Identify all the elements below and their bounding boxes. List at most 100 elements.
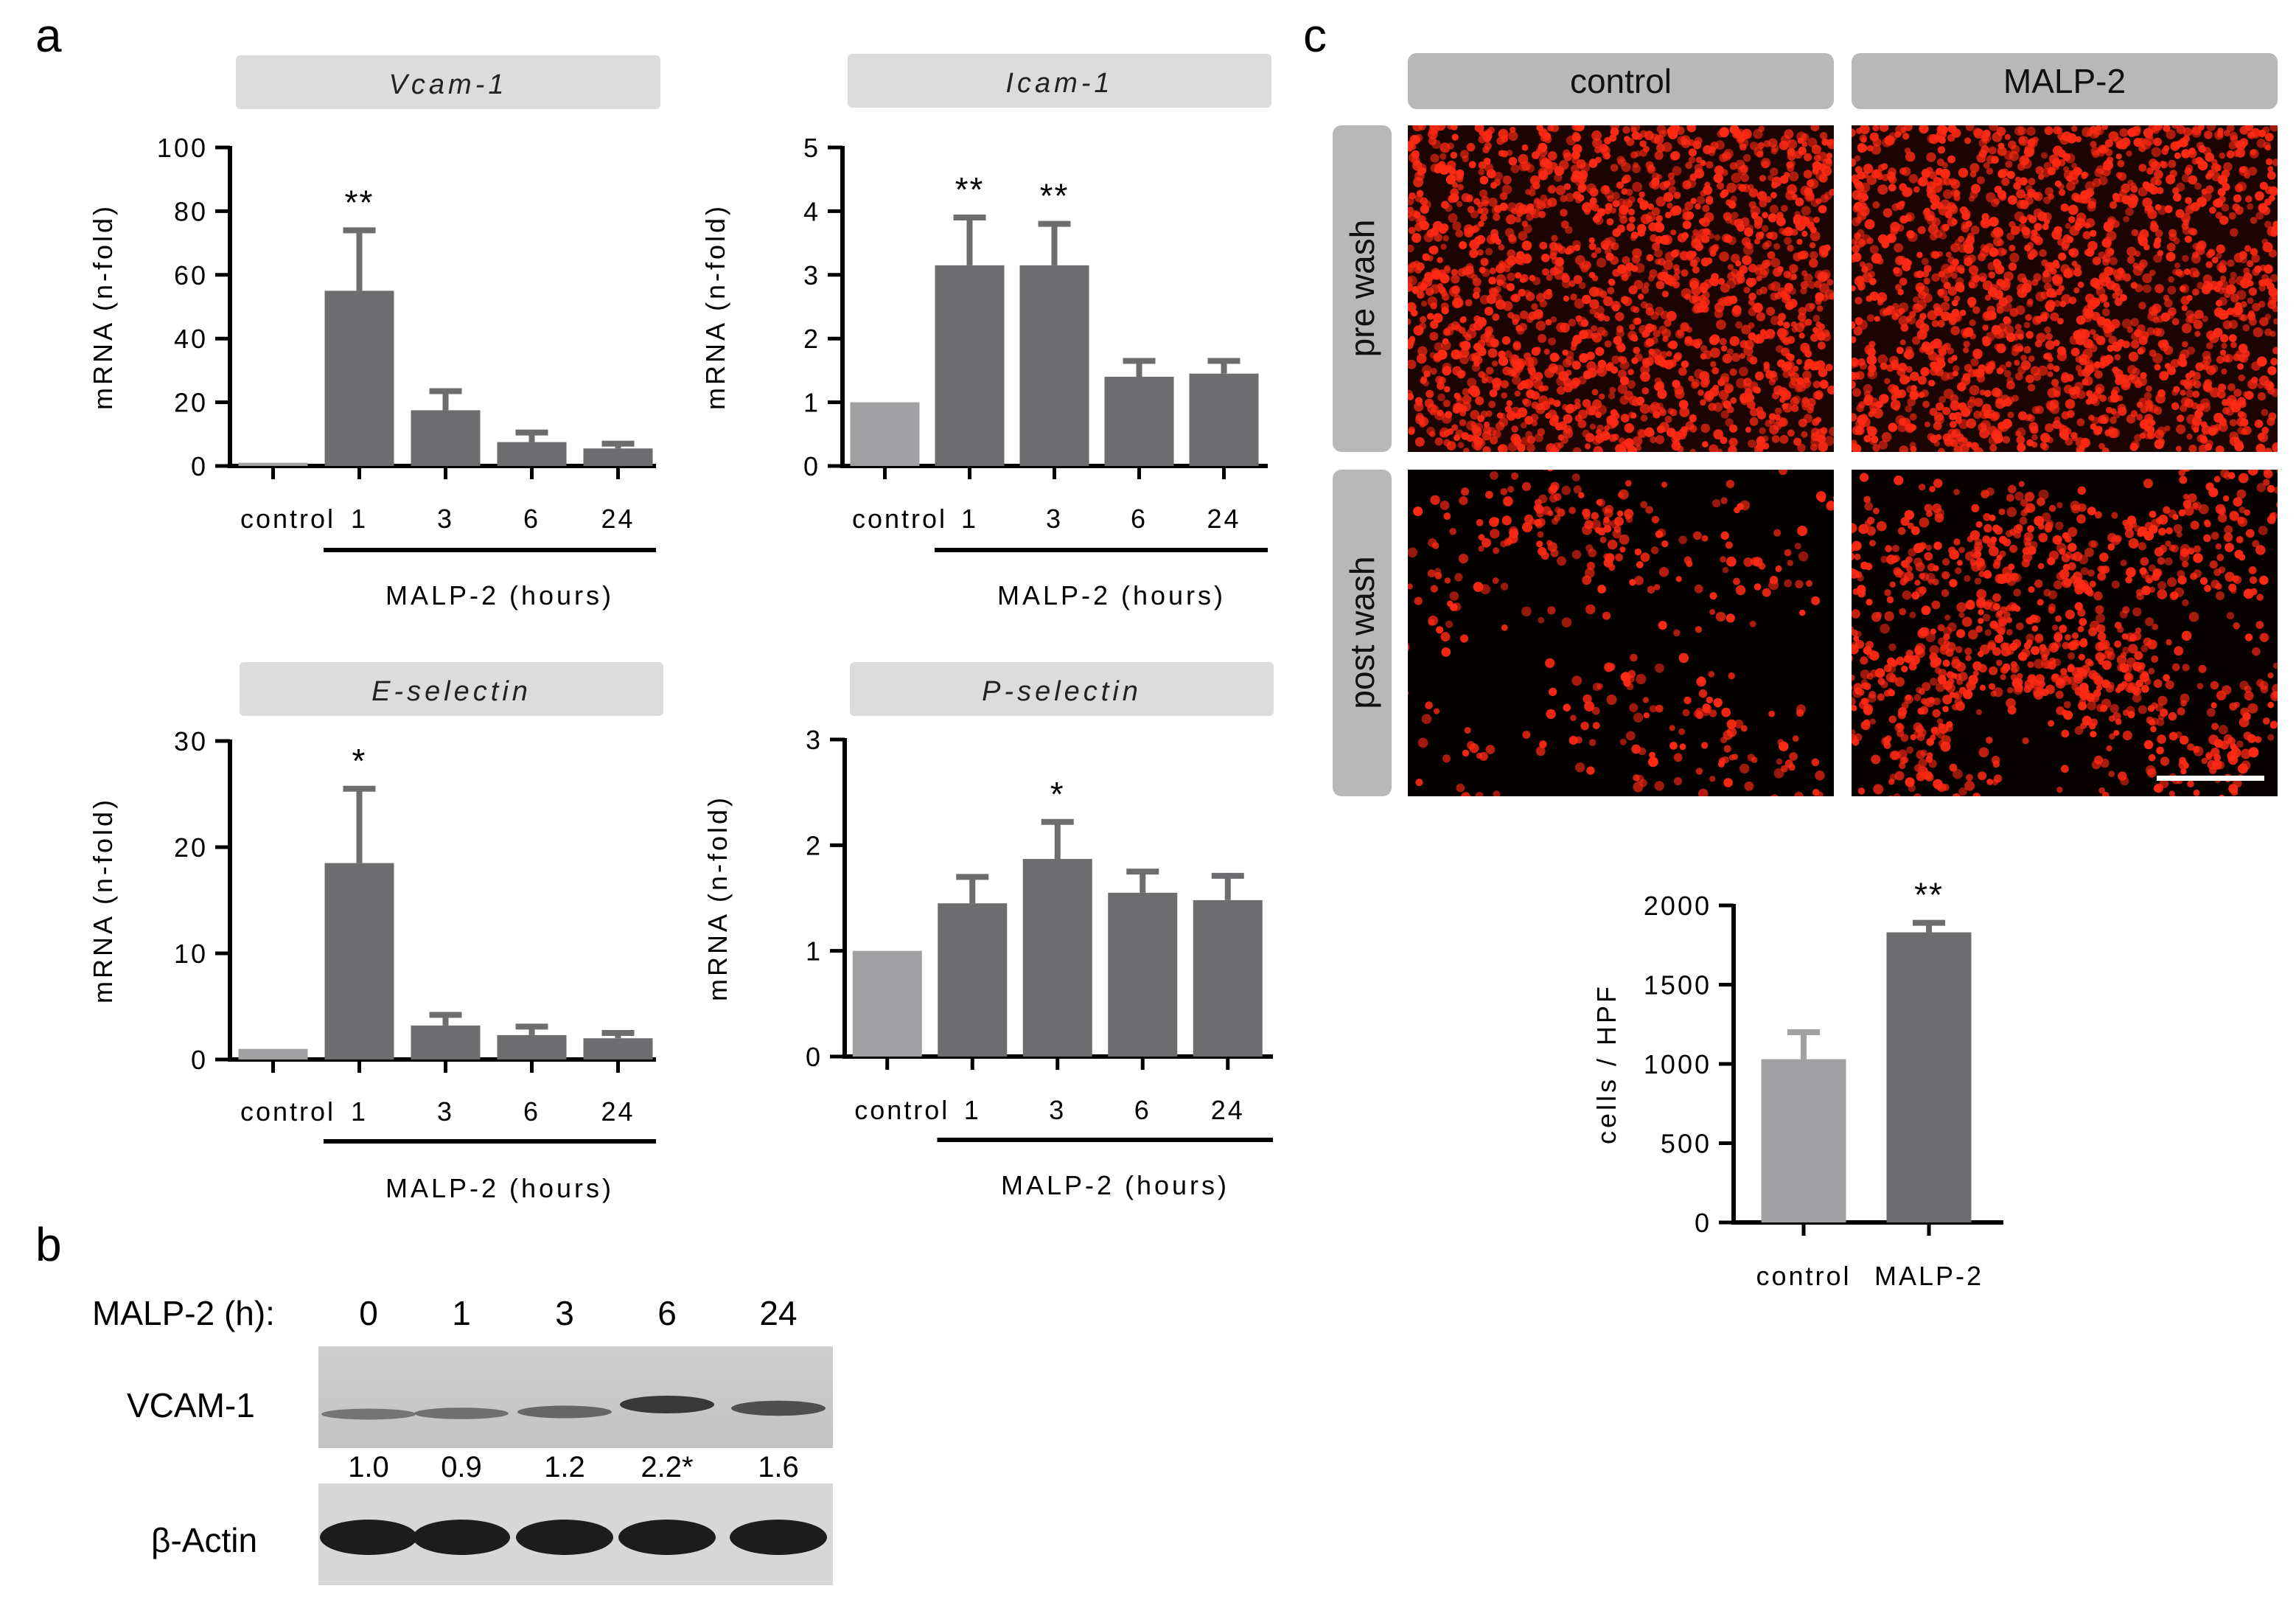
cell (2247, 379, 2258, 389)
cell (2049, 154, 2059, 164)
cell (1452, 221, 1461, 230)
cell (2187, 780, 2194, 787)
cell (1544, 349, 1550, 355)
cell (1932, 320, 1939, 327)
cell (2098, 443, 2105, 450)
cell (1670, 229, 1676, 235)
cell (2179, 760, 2188, 770)
cell (1990, 537, 1997, 543)
cell (2204, 520, 2210, 526)
cell (1654, 135, 1664, 145)
cell (1873, 408, 1883, 419)
cell (2252, 254, 2261, 263)
cell (1793, 217, 1802, 226)
cell (1893, 385, 1899, 392)
cell (1416, 262, 1424, 271)
cell (1700, 353, 1707, 360)
cell (1699, 218, 1706, 225)
cell (1470, 386, 1479, 394)
cell (1657, 425, 1665, 434)
y-axis-label: mRNA (n-fold) (700, 203, 730, 410)
cell (1465, 727, 1471, 734)
cell (1995, 399, 2006, 409)
cell (1903, 352, 1910, 358)
cell (2152, 126, 2160, 134)
y-tick-label: 10 (174, 939, 208, 969)
cell (1985, 295, 1991, 301)
cell (1588, 549, 1597, 557)
cell (2125, 208, 2133, 216)
cell (2098, 251, 2106, 260)
cell (2098, 787, 2105, 794)
bar-control (239, 1049, 308, 1059)
cell (2270, 274, 2278, 282)
cell (2156, 517, 2163, 524)
cell (2154, 284, 2164, 293)
cell (2031, 366, 2040, 376)
cell (2059, 189, 2065, 196)
cell (1629, 579, 1636, 585)
cell (1485, 248, 1493, 255)
cell (2268, 412, 2276, 420)
cell (1415, 437, 1425, 447)
cell (1673, 630, 1681, 637)
cell (2068, 249, 2075, 256)
cell (2154, 239, 2160, 245)
cell (2255, 420, 2264, 428)
cell (1789, 752, 1798, 761)
y-tick-label: 20 (174, 832, 208, 863)
cell (2119, 128, 2128, 137)
cell (1804, 170, 1812, 178)
cell (1437, 815, 1443, 821)
cell (1412, 121, 1423, 131)
cell (1922, 605, 1931, 615)
cell (2245, 633, 2253, 641)
cell (1434, 233, 1442, 242)
cell (1722, 152, 1731, 161)
cell (2034, 679, 2040, 686)
cell (1480, 295, 1490, 305)
cell (1933, 542, 1941, 550)
cell (1695, 203, 1700, 209)
cell (2176, 209, 2185, 218)
cell (1800, 186, 1810, 196)
cell (2038, 563, 2045, 570)
cell (2185, 197, 2192, 204)
cell (2129, 352, 2138, 361)
cell (1531, 303, 1538, 310)
cell (2192, 372, 2201, 380)
cell (1490, 229, 1498, 237)
cell (1451, 123, 1458, 131)
cell (1530, 175, 1540, 186)
cell (1655, 435, 1664, 444)
cell (1922, 401, 1930, 408)
cell (1403, 282, 1413, 292)
cell (2185, 236, 2192, 243)
cell (1869, 540, 1876, 546)
cell (1505, 228, 1514, 237)
cell (1503, 496, 1513, 507)
cell (1916, 282, 1925, 292)
y-tick-label: 80 (174, 196, 208, 226)
cell (2121, 378, 2131, 388)
cell (1749, 278, 1757, 286)
cell (1916, 252, 1922, 258)
cell (2233, 497, 2242, 507)
cell (1947, 156, 1955, 164)
cell (1951, 189, 1959, 197)
cell (1473, 321, 1483, 330)
cell (2191, 798, 2202, 808)
actin-band (730, 1520, 827, 1555)
cell (1467, 328, 1477, 338)
cell (1989, 271, 1996, 279)
cell (2227, 612, 2234, 619)
blot-quantification: 0.9 (441, 1451, 482, 1483)
cell (1894, 406, 1899, 411)
cell (2076, 316, 2086, 325)
cell (1986, 219, 1993, 226)
cell (2048, 372, 2054, 377)
cell (2205, 153, 2214, 162)
cell (1759, 126, 1765, 133)
cell (1794, 792, 1804, 801)
cell (2138, 348, 2144, 355)
